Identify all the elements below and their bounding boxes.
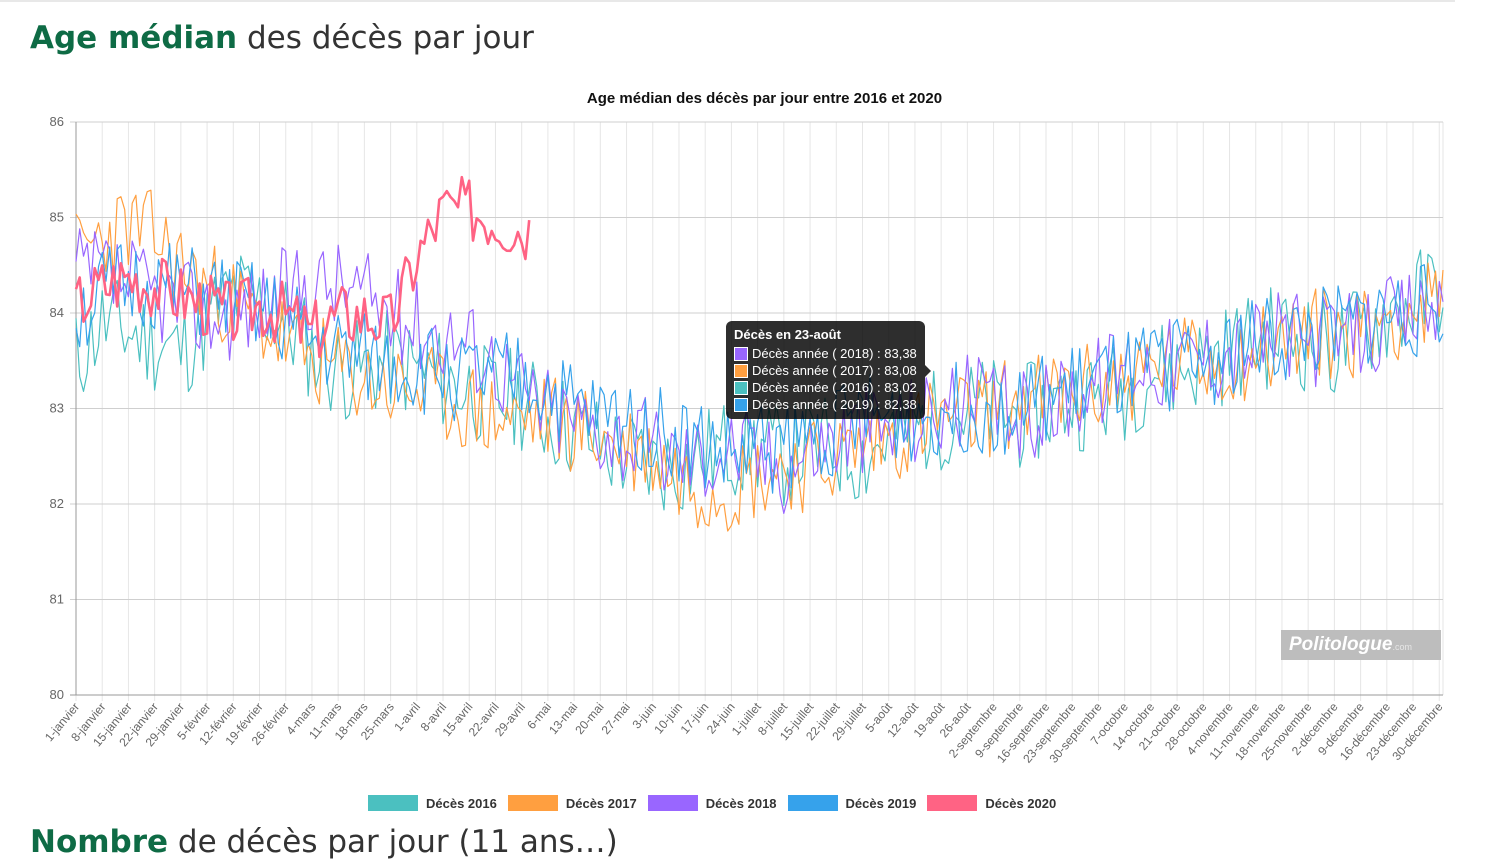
legend-label: Décès 2018 bbox=[705, 795, 777, 811]
y-tick-label: 80 bbox=[50, 687, 64, 702]
next-section-title-accent: Nombre bbox=[30, 824, 169, 860]
section-title-rest: des décès par jour bbox=[237, 20, 534, 56]
tooltip-swatch bbox=[734, 397, 748, 412]
chart-tooltip: Décès en 23-août Décès année ( 2018) : 8… bbox=[726, 321, 931, 419]
tooltip-swatch bbox=[734, 380, 748, 395]
y-tick-label: 82 bbox=[50, 496, 64, 511]
x-tick-label: 10-juin bbox=[651, 700, 685, 737]
tooltip-row: Décès année ( 2016) : 83,02 bbox=[734, 379, 917, 396]
tooltip-row: Décès année ( 2019) : 82,38 bbox=[734, 396, 917, 413]
y-tick-label: 85 bbox=[50, 210, 64, 225]
tooltip-rows: Décès année ( 2018) : 83,38 Décès année (… bbox=[734, 345, 917, 413]
legend-swatch bbox=[647, 795, 698, 811]
tooltip-title: Décès en 23-août bbox=[734, 327, 841, 342]
x-tick-label: 17-juin bbox=[678, 700, 712, 737]
y-tick-label: 83 bbox=[50, 401, 64, 416]
legend-item[interactable]: Décès 2016 bbox=[368, 795, 497, 811]
legend-label: Décès 2016 bbox=[426, 795, 497, 811]
series-line-5 bbox=[74, 175, 531, 359]
legend-swatch bbox=[368, 795, 418, 811]
tooltip-row-text: Décès année ( 2019) : 82,38 bbox=[752, 397, 917, 412]
chart-legend: Décès 2016 Décès 2017 Décès 2018 Décès 2019… bbox=[368, 795, 1067, 811]
legend-label: Décès 2020 bbox=[985, 795, 1057, 811]
top-divider bbox=[0, 0, 1455, 2]
watermark-brand: Politologue bbox=[1289, 634, 1393, 655]
section-title: Age médian des décès par jour bbox=[30, 20, 534, 56]
legend-swatch bbox=[927, 795, 978, 811]
legend-label: Décès 2017 bbox=[565, 795, 637, 811]
legend-swatch bbox=[507, 795, 558, 811]
tooltip-swatch bbox=[734, 346, 748, 361]
x-tick-label: 1-avril bbox=[391, 700, 423, 734]
legend-item[interactable]: Décès 2017 bbox=[507, 795, 637, 811]
tooltip-swatch bbox=[734, 363, 748, 378]
legend-swatch bbox=[787, 795, 838, 811]
y-tick-label: 86 bbox=[50, 114, 64, 129]
y-tick-label: 81 bbox=[50, 592, 64, 607]
section-title-accent: Age médian bbox=[30, 20, 238, 56]
tooltip-row: Décès année ( 2018) : 83,38 bbox=[734, 345, 917, 362]
chart-title: Age médian des décès par jour entre 2016… bbox=[587, 90, 942, 107]
tooltip-row-text: Décès année ( 2016) : 83,02 bbox=[752, 380, 917, 395]
x-tick-label: 27-mai bbox=[599, 700, 633, 737]
median-age-chart[interactable]: Age médian des décès par jour entre 2016… bbox=[0, 80, 1488, 790]
y-tick-label: 84 bbox=[50, 305, 64, 320]
legend-item[interactable]: Décès 2020 bbox=[927, 795, 1056, 811]
next-section-title-rest: de décès par jour (11 ans…) bbox=[168, 824, 618, 860]
next-section-title: Nombre de décès par jour (11 ans…) bbox=[30, 824, 618, 860]
series-line-3 bbox=[75, 228, 1444, 514]
legend-item[interactable]: Décès 2019 bbox=[787, 795, 917, 811]
politologue-watermark: Politologue.com bbox=[1281, 630, 1441, 660]
tooltip-row-text: Décès année ( 2017) : 83,08 bbox=[752, 363, 917, 378]
legend-label: Décès 2019 bbox=[845, 795, 917, 811]
tooltip-row-text: Décès année ( 2018) : 83,38 bbox=[752, 346, 917, 361]
tooltip-row: Décès année ( 2017) : 83,08 bbox=[734, 362, 917, 379]
legend-item[interactable]: Décès 2018 bbox=[647, 795, 777, 811]
watermark-suffix: .com bbox=[1392, 642, 1412, 652]
